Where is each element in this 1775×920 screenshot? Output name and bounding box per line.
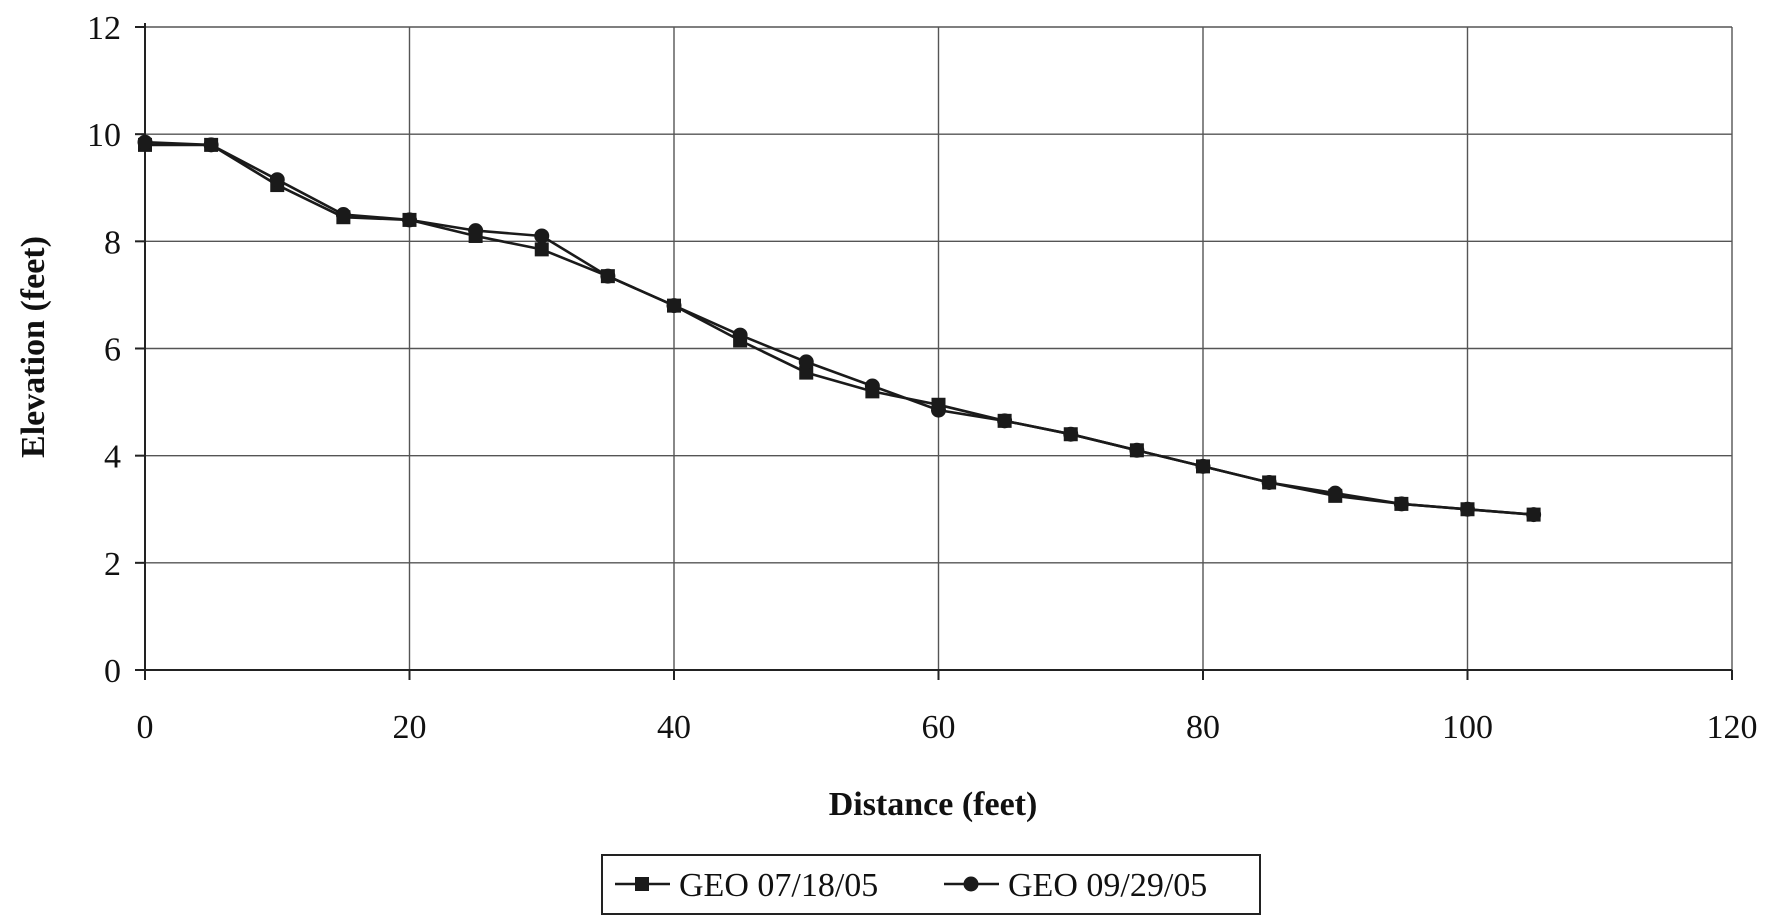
data-point-circle bbox=[1195, 458, 1211, 474]
y-tick-label: 8 bbox=[104, 224, 121, 261]
data-point-circle bbox=[798, 354, 814, 370]
legend-label-geo-071805: GEO 07/18/05 bbox=[679, 867, 878, 904]
y-tick-label: 4 bbox=[104, 439, 121, 476]
data-point-circle bbox=[1261, 474, 1277, 490]
y-tick-label: 0 bbox=[104, 653, 121, 690]
legend-box bbox=[601, 854, 1261, 915]
data-point-circle bbox=[732, 327, 748, 343]
legend-marker-circle bbox=[963, 876, 979, 892]
data-point-square bbox=[534, 242, 549, 257]
data-point-circle bbox=[997, 413, 1013, 429]
axes bbox=[135, 23, 1733, 680]
data-point-circle bbox=[1063, 426, 1079, 442]
data-series bbox=[137, 134, 1542, 523]
legend-marker-square bbox=[635, 877, 649, 891]
y-tick-label: 12 bbox=[87, 10, 121, 47]
x-tick-label: 40 bbox=[657, 709, 691, 746]
x-tick-label: 0 bbox=[137, 709, 154, 746]
data-point-circle bbox=[1460, 501, 1475, 517]
data-point-circle bbox=[269, 172, 285, 188]
data-point-circle bbox=[203, 137, 219, 153]
x-axis-title: Distance (feet) bbox=[829, 786, 1038, 823]
data-point-circle bbox=[534, 228, 550, 244]
data-point-circle bbox=[666, 298, 682, 314]
data-point-circle bbox=[1327, 485, 1343, 501]
data-point-circle bbox=[468, 223, 484, 239]
y-axis-title: Elevation (feet) bbox=[15, 236, 52, 458]
data-point-circle bbox=[600, 268, 616, 284]
data-point-circle bbox=[1526, 507, 1542, 523]
grid bbox=[145, 26, 1733, 670]
data-point-circle bbox=[864, 378, 880, 394]
data-point-square bbox=[799, 365, 814, 380]
x-tick-label: 20 bbox=[393, 709, 427, 746]
y-tick-label: 10 bbox=[87, 117, 121, 154]
series-line bbox=[144, 140, 1534, 516]
legend: GEO 07/18/05 GEO 09/29/05 bbox=[601, 854, 1261, 915]
x-tick-label: 100 bbox=[1442, 709, 1493, 746]
x-tick-label: 80 bbox=[1186, 709, 1220, 746]
x-tick-label: 120 bbox=[1707, 709, 1758, 746]
data-point-circle bbox=[335, 207, 351, 223]
data-point-circle bbox=[1129, 442, 1145, 458]
series-1 bbox=[138, 137, 1541, 522]
series-line bbox=[145, 143, 1534, 516]
y-tick-label: 6 bbox=[104, 332, 121, 369]
data-point-circle bbox=[402, 212, 417, 228]
x-tick-label: 60 bbox=[922, 709, 956, 746]
data-point-circle bbox=[1393, 496, 1409, 512]
data-point-circle bbox=[137, 134, 153, 150]
legend-label-geo-092905: GEO 09/29/05 bbox=[1008, 867, 1207, 904]
data-point-circle bbox=[931, 402, 946, 418]
series-2 bbox=[137, 134, 1542, 523]
y-tick-label: 2 bbox=[104, 546, 121, 583]
